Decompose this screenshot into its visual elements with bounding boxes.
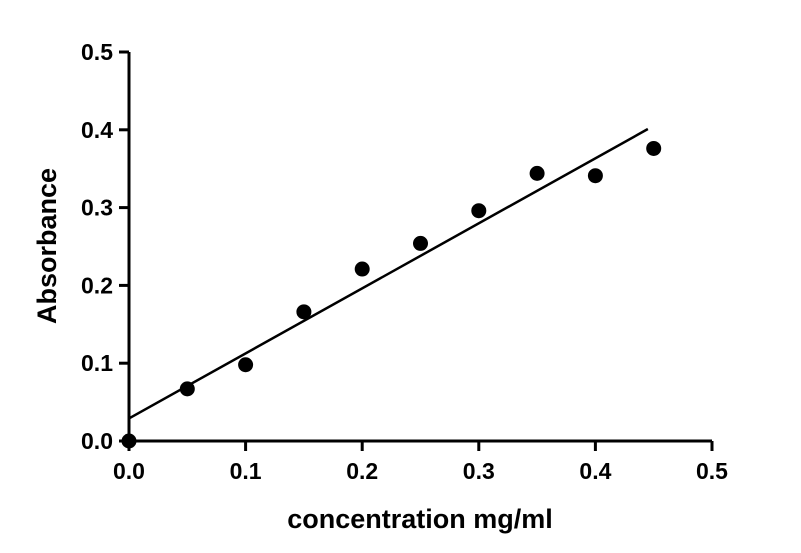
y-tick-label: 0.5: [81, 39, 113, 65]
y-tick-label: 0.1: [81, 350, 113, 376]
data-point: [413, 235, 428, 251]
data-point: [121, 433, 137, 449]
fit-line-group: [128, 127, 649, 420]
data-point: [646, 140, 662, 156]
y-tick-label: 0.4: [81, 117, 113, 143]
ticks: 0.0 0.1 0.2 0.3 0.4 0.5 0.0 0.1 0.2 0.3 0.4 0.5: [81, 39, 728, 484]
x-tick-label: 0.0: [113, 458, 145, 484]
axis-labels: concentration mg/ml Absorbance: [32, 168, 553, 534]
x-tick-label: 0.3: [463, 458, 495, 484]
data-points: [121, 140, 662, 449]
x-tick-label: 0.2: [346, 458, 378, 484]
x-tick-label: 0.4: [579, 458, 611, 484]
y-tick-label: 0.3: [81, 195, 113, 221]
y-tick-label: 0.0: [81, 428, 113, 454]
data-point: [238, 357, 254, 373]
data-point: [529, 165, 545, 181]
data-point: [179, 381, 195, 397]
data-point: [296, 304, 312, 320]
x-axis-title: concentration mg/ml: [287, 504, 553, 534]
data-point: [587, 168, 603, 184]
fit-line: [128, 127, 649, 420]
y-axis-title: Absorbance: [32, 168, 62, 324]
axes: [127, 52, 712, 443]
x-tick-label: 0.5: [696, 458, 728, 484]
x-tick-label: 0.1: [230, 458, 262, 484]
data-point: [354, 261, 370, 277]
data-point: [471, 203, 487, 219]
y-tick-label: 0.2: [81, 272, 113, 298]
